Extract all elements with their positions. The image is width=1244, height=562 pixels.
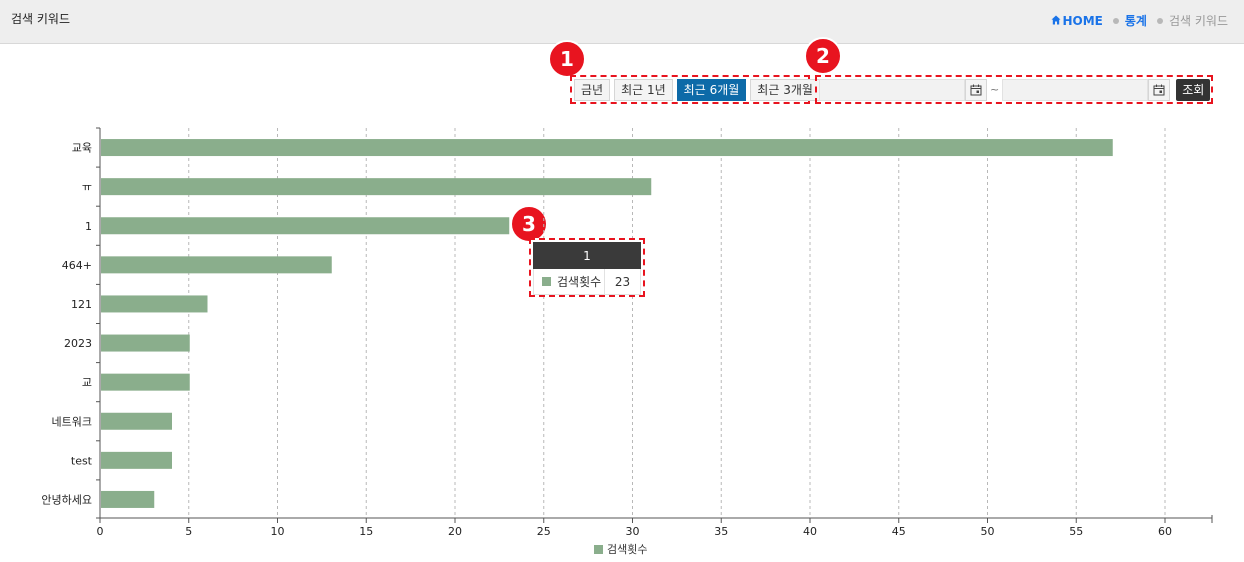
search-button[interactable]: 조회: [1176, 78, 1211, 101]
x-tick-label: 35: [714, 525, 728, 538]
x-tick-label: 60: [1158, 525, 1172, 538]
x-tick-label: 55: [1069, 525, 1083, 538]
bullet-icon: [1156, 17, 1163, 24]
x-tick-label: 10: [271, 525, 285, 538]
breadcrumb-home-label: HOME: [1062, 13, 1103, 28]
start-date-input[interactable]: [819, 78, 965, 101]
y-category-label: test: [71, 454, 93, 467]
page-title: 검색 키워드: [11, 12, 71, 26]
calendar-icon[interactable]: [965, 78, 987, 101]
bullet-icon: [1112, 17, 1119, 24]
breadcrumb: HOME 통계 검색 키워드: [1041, 12, 1228, 29]
chart-legend[interactable]: 검색횟수: [594, 541, 647, 557]
breadcrumb-stats[interactable]: 통계: [1112, 12, 1147, 29]
x-tick-label: 15: [359, 525, 373, 538]
bar: [101, 334, 190, 352]
annotation-badge-2: 2: [804, 37, 842, 75]
y-category-label: ㅠ: [82, 181, 92, 194]
y-category-label: 네트워크: [52, 415, 92, 428]
y-category-label: 안녕하세요: [41, 492, 92, 506]
period-6-months-button[interactable]: 최근 6개월: [676, 78, 747, 101]
tooltip-row: 검색횟수 23: [533, 269, 641, 295]
date-range-group: ~ 조회: [815, 75, 1213, 104]
bar: [101, 217, 510, 235]
period-this-year-button[interactable]: 금년: [574, 78, 611, 101]
top-bar: 검색 키워드 HOME 통계 검색 키워드: [0, 0, 1244, 44]
bar: [101, 490, 155, 508]
tooltip-title: 1: [533, 242, 641, 269]
annotation-badge-3: 3: [510, 205, 548, 243]
end-date-input[interactable]: [1002, 78, 1149, 101]
x-tick-label: 40: [803, 525, 817, 538]
y-category-label: 121: [71, 298, 92, 311]
keyword-bar-chart: 0 5 10 15 20 25 30 35 40 45 50 55 60 교육 ㅠ 1 464+ 121 2023 교…: [41, 127, 1213, 538]
bar: [101, 373, 190, 391]
bar: [101, 178, 652, 196]
tooltip-value: 23: [604, 269, 640, 294]
breadcrumb-current: 검색 키워드: [1156, 12, 1228, 29]
period-1-year-button[interactable]: 최근 1년: [614, 78, 673, 101]
y-category-label: 2023: [64, 337, 92, 350]
x-tick-label: 20: [448, 525, 462, 538]
y-category-label: 1: [85, 220, 92, 233]
tooltip-series-name: 검색횟수: [557, 275, 602, 289]
x-tick-label: 30: [626, 525, 640, 538]
y-category-label: 교육: [72, 142, 92, 155]
bar: [101, 256, 332, 274]
x-tick-label: 25: [537, 525, 551, 538]
breadcrumb-home[interactable]: HOME: [1051, 14, 1103, 28]
home-icon: [1051, 14, 1061, 28]
bar: [101, 451, 172, 469]
legend-label: 검색횟수: [607, 543, 648, 556]
legend-swatch: [594, 544, 603, 554]
breadcrumb-stats-label: 통계: [1124, 14, 1147, 28]
bar: [101, 412, 172, 430]
bar: [101, 139, 1113, 157]
calendar-icon[interactable]: [1148, 78, 1171, 101]
x-tick-label: 50: [981, 525, 995, 538]
y-category-label: 교: [82, 376, 92, 389]
x-tick-label: 45: [892, 525, 906, 538]
tooltip-legend-swatch: [542, 277, 551, 286]
date-range-separator: ~: [990, 83, 1000, 96]
period-filter-group: 금년 최근 1년 최근 6개월 최근 3개월: [570, 75, 820, 104]
chart-tooltip: 1 검색횟수 23: [529, 238, 645, 297]
x-tick-label: 5: [185, 525, 192, 538]
period-3-months-button[interactable]: 최근 3개월: [750, 78, 820, 101]
x-tick-label: 0: [97, 525, 104, 538]
breadcrumb-current-label: 검색 키워드: [1168, 14, 1228, 28]
y-category-label: 464+: [62, 259, 92, 272]
bar: [101, 295, 208, 313]
annotation-badge-1: 1: [548, 40, 586, 78]
